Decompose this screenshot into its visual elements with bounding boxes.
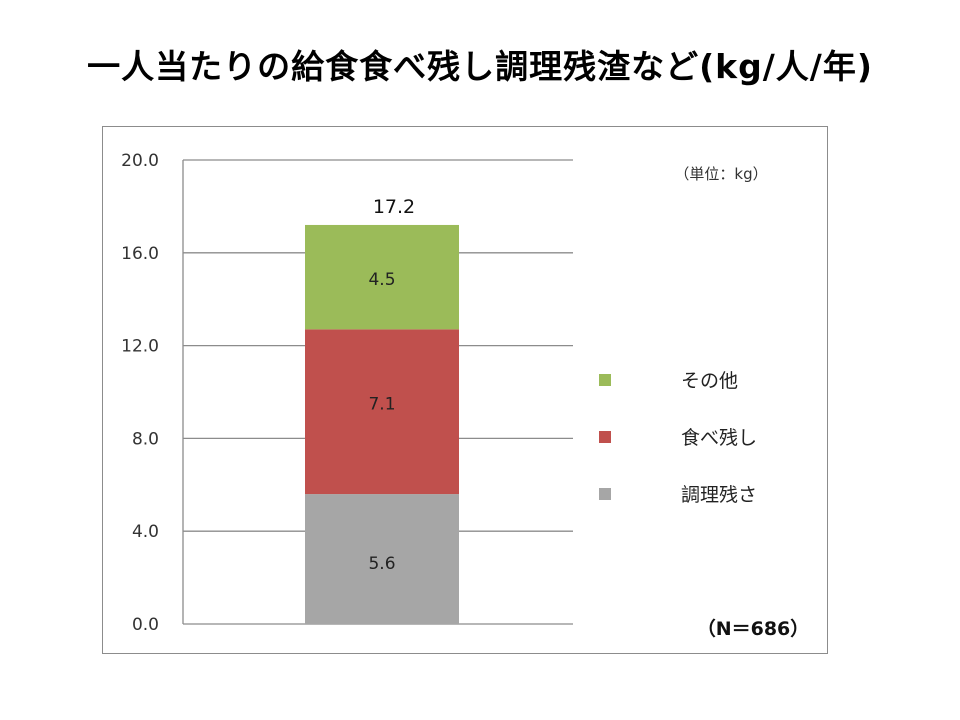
data-label: 7.1 [368, 394, 395, 414]
bar-segment [305, 494, 459, 624]
legend-label: その他 [681, 370, 738, 392]
data-label: 5.6 [368, 554, 395, 574]
stacked-bar-chart: 0.0 4.0 8.0 12.0 16.0 20.0 5.6 7.1 4.5 17.2 （単位：kg… [121, 151, 810, 640]
data-label: 4.5 [368, 270, 395, 290]
legend-swatch [599, 488, 611, 500]
legend-label: 調理残さ [681, 484, 757, 506]
sample-size-note: （N＝686） [697, 617, 810, 640]
y-tick-label: 8.0 [132, 429, 159, 449]
unit-note: （単位：kg） [674, 165, 767, 183]
y-tick-label: 20.0 [121, 151, 159, 171]
legend-swatch [599, 374, 611, 386]
y-tick-label: 4.0 [132, 522, 159, 542]
legend-label: 食べ残し [681, 427, 757, 449]
chart-frame: 0.0 4.0 8.0 12.0 16.0 20.0 5.6 7.1 4.5 17.2 （単位：kg… [102, 126, 828, 654]
y-tick-label: 12.0 [121, 337, 159, 357]
bar-segment [305, 224, 459, 330]
page-title: 一人当たりの給食食べ残し調理残渣など(kg/人/年) [87, 47, 873, 86]
legend-swatch [599, 431, 611, 443]
bar-segment [305, 329, 459, 495]
total-label: 17.2 [373, 196, 415, 218]
y-tick-label: 16.0 [121, 244, 159, 264]
y-tick-label: 0.0 [132, 615, 159, 635]
